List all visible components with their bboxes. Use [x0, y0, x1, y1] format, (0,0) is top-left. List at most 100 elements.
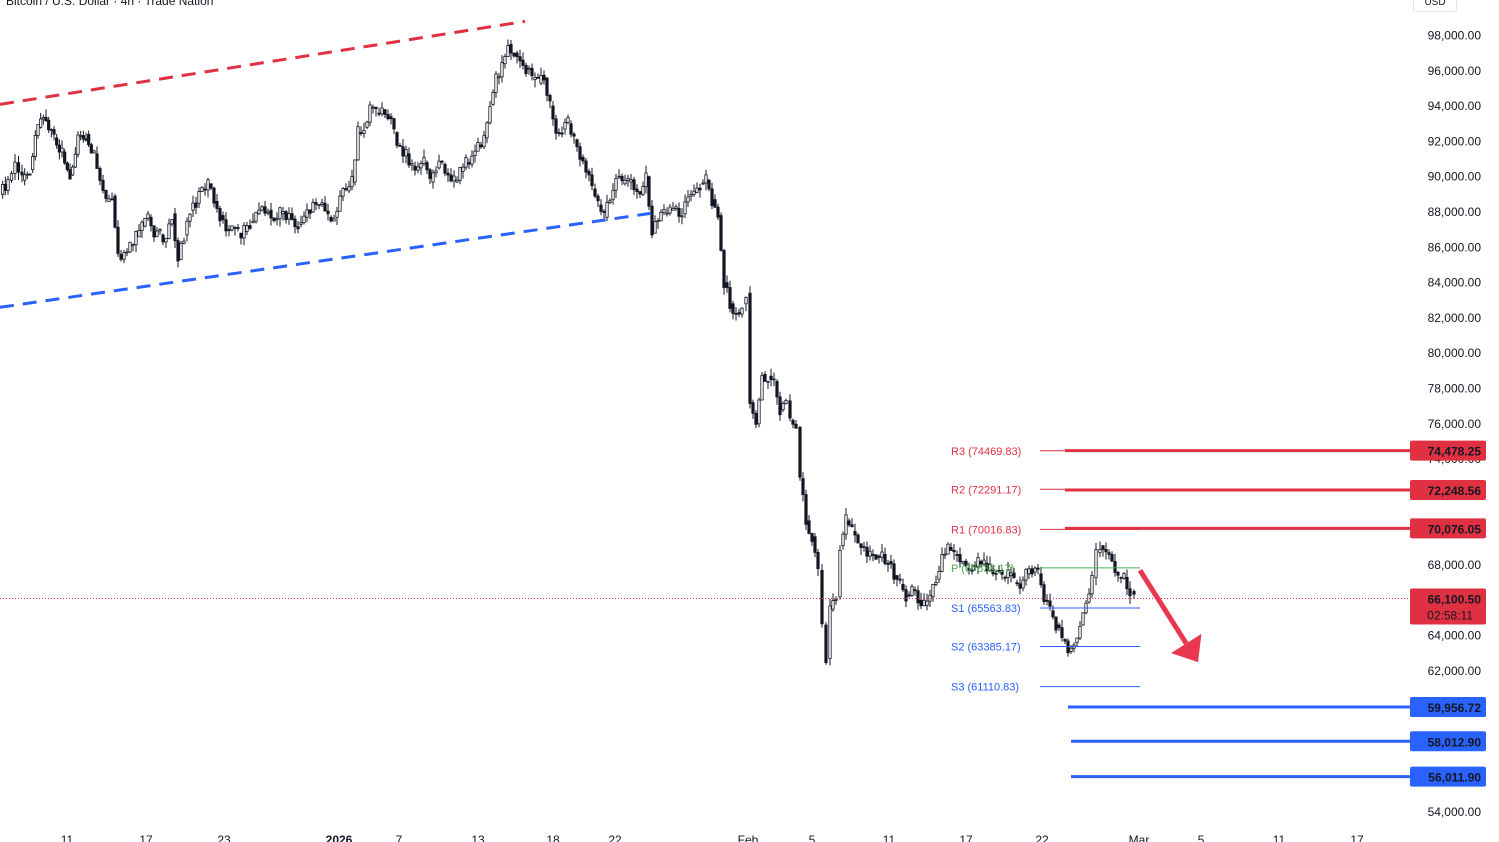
candle-down — [98, 168, 102, 181]
candle-up — [320, 202, 324, 206]
pivot-label: R3 (74469.83) — [951, 446, 1021, 458]
candle-down — [816, 552, 820, 570]
candle-up — [1087, 593, 1091, 603]
candle-down — [329, 216, 333, 222]
candle-up — [143, 217, 147, 227]
candle-down — [1054, 616, 1058, 631]
candle-up — [137, 230, 141, 238]
candle-down — [263, 206, 267, 214]
candle-down — [788, 400, 792, 419]
candle-up — [668, 206, 672, 214]
candle-down — [798, 426, 802, 478]
candle-down — [236, 227, 240, 229]
candle-up — [458, 167, 462, 181]
candle-up — [404, 148, 408, 157]
x-tick-label: 7 — [396, 833, 403, 842]
candle-down — [1057, 624, 1061, 629]
candle-up — [831, 600, 835, 610]
candle-up — [107, 198, 111, 202]
candle-up — [744, 297, 748, 305]
candle-down — [87, 133, 91, 146]
candle-up — [371, 106, 375, 109]
candle-up — [937, 571, 941, 580]
candle-down — [713, 199, 717, 208]
x-tick-label: 5 — [1198, 833, 1205, 842]
candle-up — [940, 554, 944, 572]
y-tick-label: 86,000.00 — [1428, 240, 1482, 254]
candle-down — [413, 165, 417, 171]
current-price-value: 66,100.50 — [1428, 593, 1482, 607]
price-tag-label: 58,012.90 — [1428, 735, 1482, 749]
candle-up — [245, 225, 249, 232]
candle-down — [952, 550, 956, 553]
candle-up — [76, 134, 80, 155]
candle-up — [191, 202, 195, 211]
price-tag-label: 72,248.56 — [1428, 484, 1482, 498]
candle-down — [801, 478, 805, 496]
candle-up — [251, 220, 255, 223]
candle-down — [575, 139, 579, 148]
candle-down — [3, 184, 7, 191]
candle-up — [784, 399, 788, 404]
candle-down — [751, 402, 755, 414]
candle-down — [895, 575, 899, 580]
currency-label[interactable]: USD — [1413, 0, 1457, 12]
support-price-tag — [1410, 696, 1486, 717]
candle-down — [47, 119, 51, 131]
candle-up — [781, 403, 785, 411]
candle-down — [775, 381, 779, 398]
candle-up — [365, 121, 369, 128]
candle-down — [593, 188, 597, 197]
candle-down — [916, 590, 920, 604]
candle-up — [925, 600, 929, 606]
candle-down — [1113, 561, 1117, 573]
candle-down — [919, 599, 923, 607]
candle-down — [248, 225, 252, 229]
x-tick-label: 11 — [883, 833, 896, 842]
candle-up — [476, 142, 480, 152]
candle-down — [596, 195, 600, 202]
candle-down — [1000, 570, 1004, 575]
candle-down — [1048, 600, 1052, 607]
candle-up — [1081, 612, 1085, 626]
candle-down — [314, 202, 318, 205]
candle-down — [110, 198, 114, 201]
candle-down — [239, 232, 243, 239]
candle-down — [215, 201, 219, 209]
candle-up — [566, 117, 570, 123]
x-tick-label: 18 — [546, 833, 560, 842]
candle-up — [686, 196, 690, 203]
candle-up — [257, 209, 261, 215]
price-axis[interactable]: 98,000.00 96,000.00 94,000.00 92,000.00 90,0… — [1428, 29, 1482, 820]
candle-up — [188, 213, 192, 222]
candle-up — [275, 218, 279, 221]
candle-down — [1101, 545, 1105, 550]
candle-up — [1098, 548, 1102, 554]
x-tick-label: 5 — [809, 833, 816, 842]
candle-down — [804, 494, 808, 525]
pivot-label: S1 (65563.83) — [951, 603, 1021, 615]
candle-down — [620, 175, 624, 181]
candle-down — [1104, 548, 1108, 553]
candle-up — [841, 533, 845, 546]
candle-down — [101, 179, 105, 191]
candle-up — [278, 207, 282, 220]
candle-up — [23, 174, 27, 181]
candle-down — [958, 554, 962, 563]
time-axis[interactable]: 11 17 23 2026 7 13 18 22 Feb 5 11 17 22 Mar 5 11 17 — [61, 833, 1364, 842]
candle-down — [55, 137, 59, 146]
candle-up — [287, 213, 291, 220]
candle-down — [602, 210, 606, 213]
candle-up — [659, 211, 663, 222]
candle-up — [233, 227, 237, 229]
pivot-label: P (67838.17) — [951, 563, 1014, 575]
horizontal-levels — [0, 449, 1410, 779]
candle-down — [1128, 588, 1132, 597]
candle-up — [260, 206, 264, 211]
candle-up — [455, 179, 459, 183]
candle-down — [677, 208, 681, 217]
candle-down — [401, 146, 405, 157]
x-tick-label: 22 — [1035, 833, 1049, 842]
price-tag-label: 59,956.72 — [1428, 701, 1482, 715]
